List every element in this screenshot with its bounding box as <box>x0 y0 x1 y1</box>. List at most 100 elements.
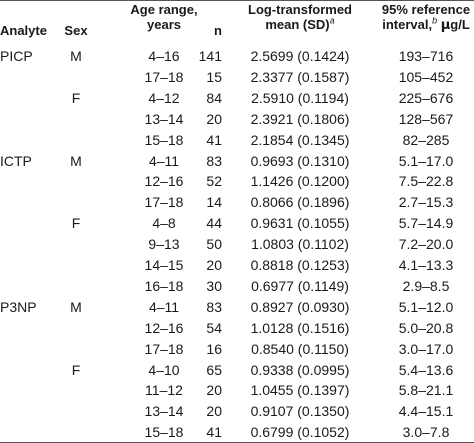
cell-sex: M <box>70 298 82 315</box>
cell-reference-interval: 4.4–15.1 <box>398 403 454 420</box>
cell-sex: F <box>71 89 81 106</box>
cell-age-range: 4–10 <box>148 361 180 378</box>
table-row: 16–18 30 0.6977 (0.1149) 2.9–8.5 <box>0 276 474 297</box>
cell-age-range: 16–18 <box>144 277 184 294</box>
cell-reference-interval: 128–567 <box>398 110 454 127</box>
cell-n: 44 <box>206 215 222 232</box>
cell-age-range: 4–12 <box>148 89 180 106</box>
cell-reference-interval: 5.0–20.8 <box>398 319 454 336</box>
header-ref-unit: g/L <box>450 17 470 32</box>
cell-n: 54 <box>206 319 222 336</box>
table-row: ICTP M 4–11 83 0.9693 (0.1310) 5.1–17.0 <box>0 151 474 172</box>
cell-reference-interval: 5.1–17.0 <box>398 152 454 169</box>
cell-reference-interval: 3.0–7.8 <box>402 424 450 441</box>
header-ref-line1: 95% reference <box>381 2 471 17</box>
cell-n: 20 <box>206 110 222 127</box>
table-row: 17–18 16 0.8540 (0.1150) 3.0–17.0 <box>0 339 474 360</box>
header-age-line1: Age range, <box>130 2 198 17</box>
cell-log-mean: 0.8540 (0.1150) <box>251 340 349 357</box>
cell-sex: M <box>70 152 82 169</box>
table-row: 12–16 52 1.1426 (0.1200) 7.5–22.8 <box>0 171 474 192</box>
header-ref-label: interval, <box>382 17 433 32</box>
cell-n: 14 <box>206 194 222 211</box>
cell-analyte: ICTP <box>0 152 32 169</box>
cell-sex: F <box>71 361 81 378</box>
cell-reference-interval: 5.1–12.0 <box>398 298 454 315</box>
cell-age-range: 13–14 <box>144 110 184 127</box>
cell-log-mean: 0.9107 (0.1350) <box>250 403 350 420</box>
cell-age-range: 13–14 <box>144 403 184 420</box>
cell-n: 141 <box>198 48 222 64</box>
cell-n: 41 <box>206 131 222 148</box>
cell-age-range: 17–18 <box>144 194 184 211</box>
cell-log-mean: 2.1854 (0.1345) <box>250 131 350 148</box>
table-row: 12–16 54 1.0128 (0.1516) 5.0–20.8 <box>0 318 474 339</box>
cell-n: 15 <box>206 68 222 85</box>
cell-age-range: 12–16 <box>144 319 184 336</box>
cell-log-mean: 1.1426 (0.1200) <box>250 173 350 190</box>
cell-n: 83 <box>206 298 222 315</box>
cell-log-mean: 1.0455 (0.1397) <box>250 382 350 399</box>
cell-reference-interval: 2.7–15.3 <box>398 194 454 211</box>
cell-reference-interval: 82–285 <box>402 131 450 148</box>
cell-n: 52 <box>206 173 222 190</box>
cell-n: 30 <box>206 277 222 294</box>
table-header: Analyte Sex Age range, years n Log-trans… <box>0 0 474 44</box>
header-ref-unit-mu: μ <box>440 18 451 33</box>
cell-log-mean: 0.9631 (0.1055) <box>250 215 350 232</box>
cell-reference-interval: 5.8–21.1 <box>398 382 454 399</box>
table-row: F 4–10 65 0.9338 (0.0995) 5.4–13.6 <box>0 360 474 381</box>
cell-log-mean: 1.0128 (0.1516) <box>250 319 350 336</box>
header-reference-interval: 95% reference interval,b μg/L <box>378 2 474 33</box>
footnote-a: a <box>329 15 335 26</box>
cell-age-range: 4–11 <box>148 298 180 315</box>
table-row: 9–13 50 1.0803 (0.1102) 7.2–20.0 <box>0 234 474 255</box>
table-row: F 4–12 84 2.5910 (0.1194) 225–676 <box>0 88 474 109</box>
cell-age-range: 17–18 <box>144 68 184 85</box>
cell-log-mean: 0.8927 (0.0930) <box>250 298 350 315</box>
table-top-rule <box>0 0 474 1</box>
cell-n: 20 <box>206 382 222 399</box>
cell-age-range: 4–16 <box>148 48 180 64</box>
cell-analyte: PICP <box>0 48 33 64</box>
table-row: 15–18 41 2.1854 (0.1345) 82–285 <box>0 130 474 151</box>
cell-age-range: 15–18 <box>144 131 184 148</box>
header-analyte: Analyte <box>0 23 47 38</box>
cell-reference-interval: 105–452 <box>398 68 454 85</box>
table-row: 17–18 14 0.8066 (0.1896) 2.7–15.3 <box>0 192 474 213</box>
header-age-line2: years <box>147 17 181 32</box>
cell-age-range: 9–13 <box>148 236 180 253</box>
cell-log-mean: 2.3377 (0.1587) <box>250 68 350 85</box>
cell-log-mean: 0.9693 (0.1310) <box>250 152 350 169</box>
cell-log-mean: 2.5699 (0.1424) <box>250 48 350 64</box>
cell-reference-interval: 7.2–20.0 <box>398 236 454 253</box>
cell-log-mean: 1.0803 (0.1102) <box>251 236 349 253</box>
header-n: n <box>214 23 222 38</box>
cell-sex: F <box>71 215 81 232</box>
cell-n: 83 <box>206 152 222 169</box>
table-row: 14–15 20 0.8818 (0.1253) 4.1–13.3 <box>0 255 474 276</box>
cell-reference-interval: 3.0–17.0 <box>398 340 454 357</box>
cell-log-mean: 0.6977 (0.1149) <box>251 277 349 294</box>
cell-log-mean: 0.8066 (0.1896) <box>250 194 350 211</box>
cell-reference-interval: 225–676 <box>398 89 454 106</box>
cell-n: 50 <box>206 236 222 253</box>
header-sex: Sex <box>64 23 88 38</box>
cell-log-mean: 0.8818 (0.1253) <box>250 257 350 273</box>
table-row: P3NP M 4–11 83 0.8927 (0.0930) 5.1–12.0 <box>0 297 474 318</box>
cell-age-range: 17–18 <box>144 340 184 357</box>
table-row: 17–18 15 2.3377 (0.1587) 105–452 <box>0 67 474 88</box>
header-mean-line1: Log-transformed <box>248 2 352 17</box>
cell-age-range: 11–12 <box>145 382 183 399</box>
table-row: 13–14 20 0.9107 (0.1350) 4.4–15.1 <box>0 401 474 422</box>
cell-n: 84 <box>206 89 222 106</box>
cell-age-range: 4–11 <box>148 152 180 169</box>
cell-age-range: 14–15 <box>144 257 184 273</box>
header-log-mean: Log-transformed mean (SD)a <box>222 2 378 32</box>
table-row: PICP M 4–16 141 2.5699 (0.1424) 193–716 <box>0 46 474 67</box>
cell-age-range: 12–16 <box>144 173 184 190</box>
table-row: F 4–8 44 0.9631 (0.1055) 5.7–14.9 <box>0 213 474 234</box>
header-mean-line2: mean (SD)a <box>222 15 378 32</box>
cell-age-range: 15–18 <box>144 424 184 441</box>
